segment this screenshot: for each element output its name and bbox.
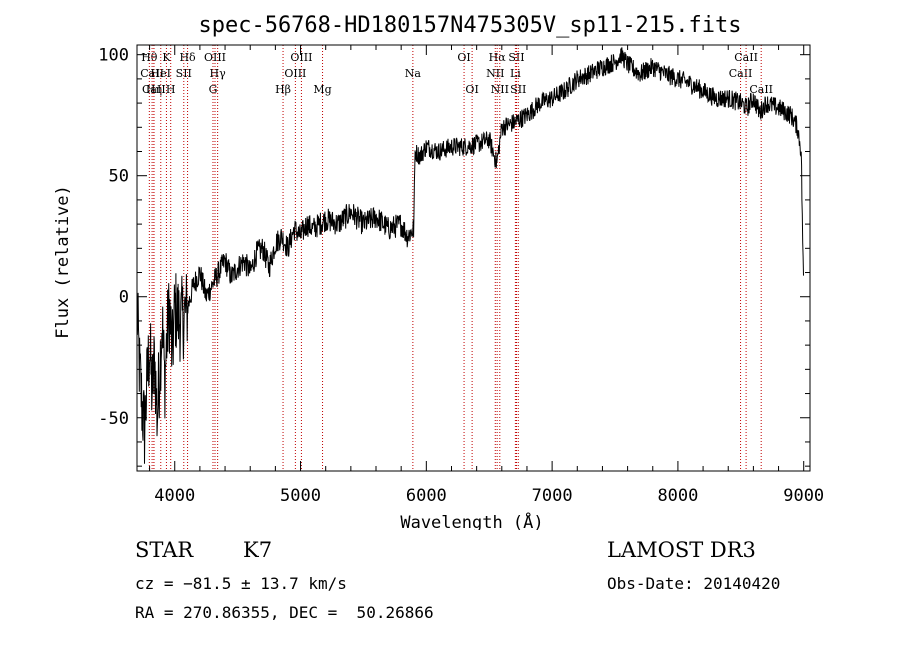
line-label-12: Hβ bbox=[275, 83, 291, 96]
redshift-cz: cz = −81.5 ± 13.7 km/s bbox=[135, 574, 347, 593]
line-label-18: OI bbox=[465, 83, 478, 96]
y-axis-label: Flux (relative) bbox=[53, 185, 73, 339]
y-axis: -50 0 50 100 bbox=[98, 46, 810, 467]
line-label-19: Hα bbox=[489, 51, 507, 64]
x-tick-label-2: 6000 bbox=[406, 486, 447, 506]
spectrum-series-line bbox=[136, 47, 804, 464]
x-tick-label-0: 4000 bbox=[154, 486, 195, 506]
y-tick-label-2: 50 bbox=[109, 167, 129, 187]
line-label-3: Hη bbox=[146, 83, 162, 96]
survey-name: LAMOST DR3 bbox=[607, 538, 756, 562]
line-label-27: CaII bbox=[749, 83, 773, 96]
y-tick-label-1: 0 bbox=[119, 288, 129, 308]
line-label-14: OIII bbox=[290, 51, 312, 64]
line-label-21: NII bbox=[491, 83, 509, 96]
line-label-0: Hθ bbox=[141, 51, 158, 64]
object-class: STAR bbox=[135, 538, 194, 562]
plot-frame bbox=[136, 44, 811, 472]
line-label-22: SII bbox=[508, 51, 524, 64]
line-label-25: CaII bbox=[729, 67, 753, 80]
line-label-11: G bbox=[209, 83, 218, 96]
chart-title: spec-56768-HD180157N475305V_sp11-215.fit… bbox=[198, 13, 741, 38]
line-label-7: Hδ bbox=[179, 51, 196, 64]
line-label-20: NII bbox=[486, 67, 504, 80]
x-axis: 4000 5000 6000 7000 8000 9000 bbox=[149, 45, 824, 506]
line-label-5: K bbox=[162, 51, 171, 64]
y-tick-label-0: -50 bbox=[98, 409, 129, 429]
line-label-10: Hγ bbox=[210, 67, 227, 80]
line-label-4: HeI bbox=[151, 67, 171, 80]
x-axis-label: Wavelength (Å) bbox=[400, 511, 543, 530]
x-tick-label-1: 5000 bbox=[280, 486, 321, 506]
observation-date: Obs-Date: 20140420 bbox=[607, 574, 781, 593]
line-label-23: Li bbox=[510, 67, 521, 80]
y-tick-label-3: 100 bbox=[98, 46, 129, 66]
line-label-15: Mg bbox=[313, 83, 331, 96]
line-label-2: CaII bbox=[142, 83, 166, 96]
line-label-24: SII bbox=[510, 83, 526, 96]
coordinates: RA = 270.86355, DEC = 50.26866 bbox=[135, 603, 434, 622]
spectrum-chart: spec-56768-HD180157N475305V_sp11-215.fit… bbox=[53, 13, 824, 530]
line-label-6: H bbox=[166, 83, 176, 96]
x-tick-label-4: 8000 bbox=[657, 486, 698, 506]
line-label-13: OIII bbox=[284, 67, 306, 80]
line-label-9: OIII bbox=[204, 51, 226, 64]
line-label-26: CaII bbox=[734, 51, 758, 64]
x-tick-label-3: 7000 bbox=[532, 486, 573, 506]
line-label-8: SII bbox=[176, 67, 192, 80]
line-label-16: Na bbox=[405, 67, 422, 80]
spectral-subclass: K7 bbox=[243, 538, 273, 562]
x-tick-label-5: 9000 bbox=[783, 486, 824, 506]
line-label-17: OI bbox=[457, 51, 470, 64]
line-label-1: CaII bbox=[140, 67, 164, 80]
